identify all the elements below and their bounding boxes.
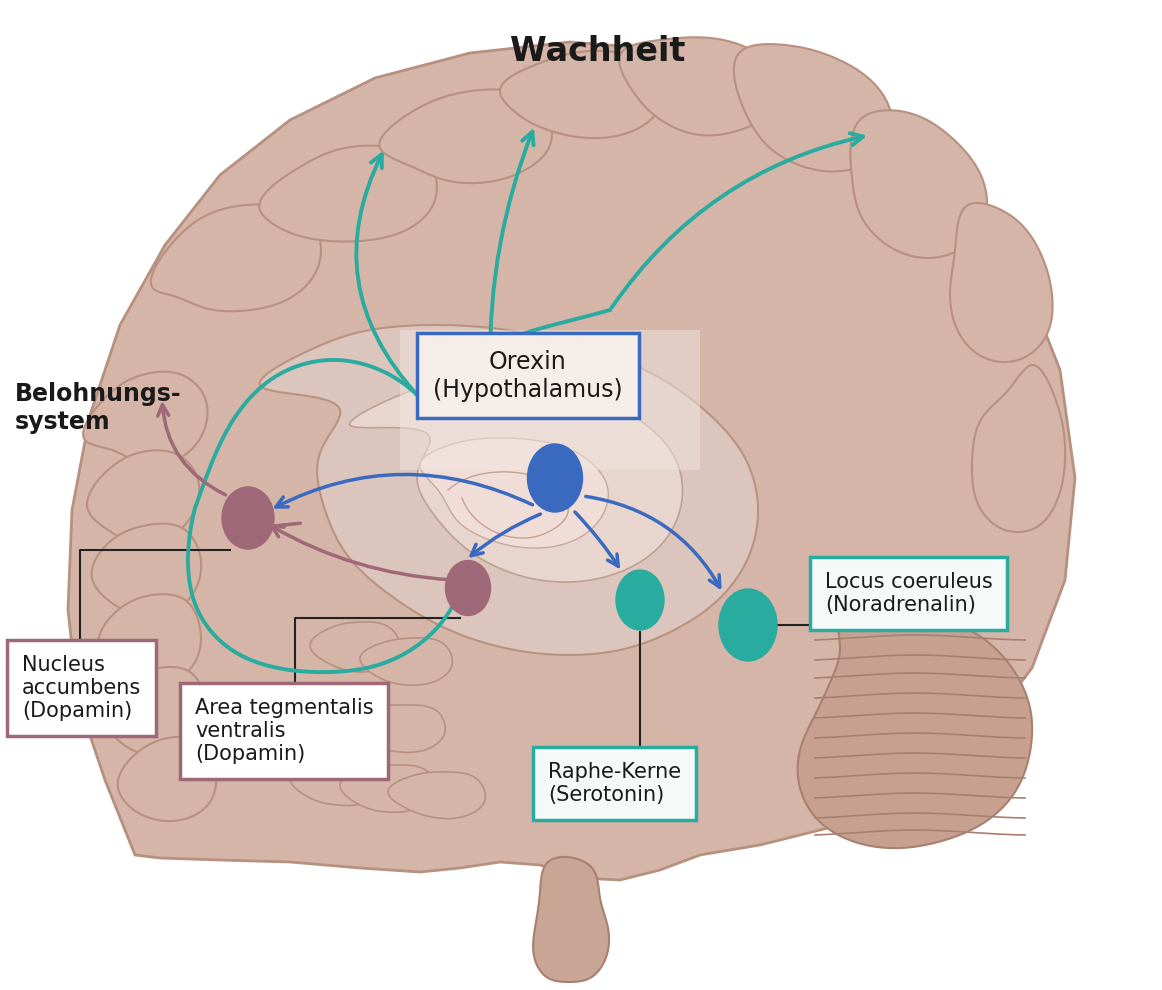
Polygon shape bbox=[350, 705, 445, 752]
Text: Raphe-Kerne
(Serotonin): Raphe-Kerne (Serotonin) bbox=[548, 762, 681, 805]
Polygon shape bbox=[419, 438, 608, 548]
Ellipse shape bbox=[528, 444, 582, 512]
Polygon shape bbox=[360, 638, 452, 685]
Ellipse shape bbox=[719, 589, 777, 661]
Polygon shape bbox=[92, 524, 201, 616]
Ellipse shape bbox=[445, 560, 490, 616]
Ellipse shape bbox=[616, 570, 664, 630]
Text: Area tegmentalis
ventralis
(Dopamin): Area tegmentalis ventralis (Dopamin) bbox=[195, 698, 374, 764]
Text: Belohnungs-
system: Belohnungs- system bbox=[15, 382, 181, 434]
Polygon shape bbox=[388, 772, 486, 819]
Polygon shape bbox=[117, 737, 216, 821]
Polygon shape bbox=[533, 857, 609, 982]
Polygon shape bbox=[340, 765, 436, 812]
Polygon shape bbox=[971, 365, 1066, 532]
Polygon shape bbox=[300, 692, 390, 742]
Text: Nucleus
accumbens
(Dopamin): Nucleus accumbens (Dopamin) bbox=[22, 655, 142, 722]
Polygon shape bbox=[87, 450, 199, 543]
Text: Wachheit: Wachheit bbox=[510, 35, 686, 68]
Polygon shape bbox=[350, 379, 682, 582]
Polygon shape bbox=[851, 110, 987, 258]
Polygon shape bbox=[619, 38, 779, 136]
Polygon shape bbox=[69, 42, 1075, 880]
Polygon shape bbox=[500, 50, 662, 138]
Polygon shape bbox=[259, 325, 758, 655]
Polygon shape bbox=[290, 758, 386, 806]
Polygon shape bbox=[797, 608, 1032, 848]
Polygon shape bbox=[734, 45, 892, 171]
Ellipse shape bbox=[222, 487, 274, 549]
Polygon shape bbox=[98, 594, 201, 686]
Polygon shape bbox=[105, 667, 206, 755]
Polygon shape bbox=[151, 205, 321, 311]
Polygon shape bbox=[310, 622, 400, 672]
Text: Locus coeruleus
(Noradrenalin): Locus coeruleus (Noradrenalin) bbox=[825, 572, 992, 615]
Polygon shape bbox=[951, 203, 1053, 362]
Text: Orexin
(Hypothalamus): Orexin (Hypothalamus) bbox=[433, 350, 623, 402]
Polygon shape bbox=[259, 146, 437, 242]
Polygon shape bbox=[379, 89, 552, 183]
Polygon shape bbox=[400, 330, 700, 470]
Polygon shape bbox=[84, 371, 208, 465]
